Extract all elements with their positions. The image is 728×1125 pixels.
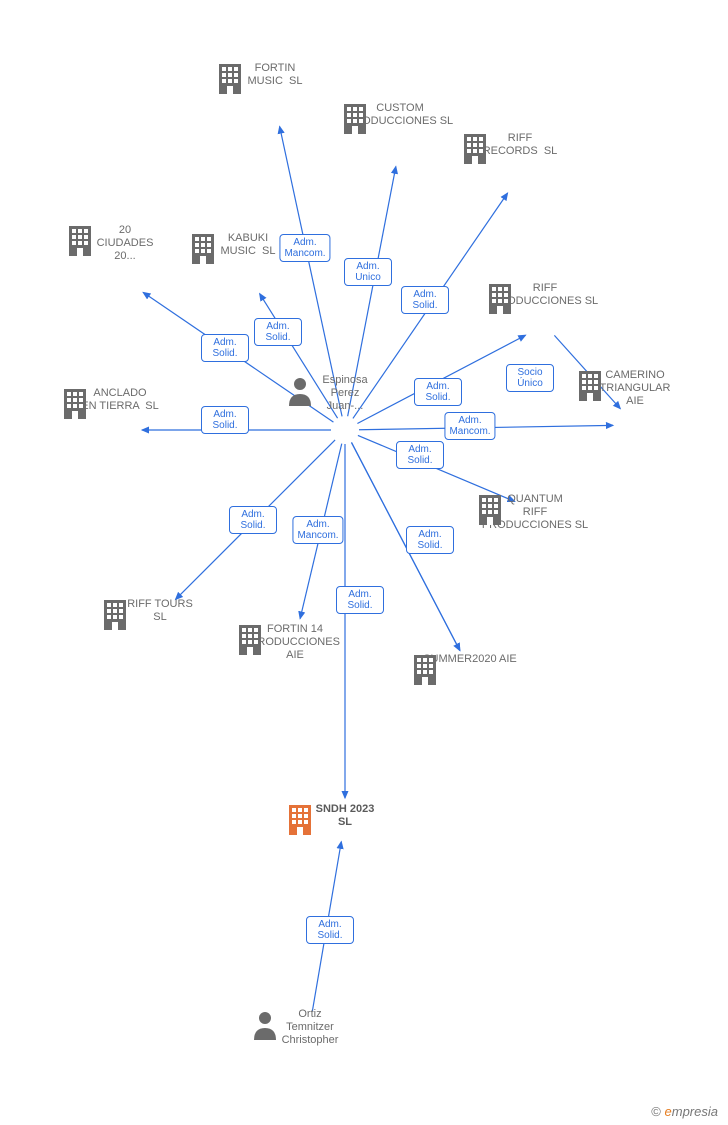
edge-label: Adm. Solid. [414, 378, 462, 406]
company-node-sndh[interactable]: SNDH 2023SL [285, 803, 405, 829]
diagram-canvas: EspinosaPerezJuan-... FORTINMUSIC SL CUS… [0, 0, 728, 1125]
person-node-ortiz[interactable]: OrtizTemnitzerChristopher [250, 1008, 370, 1048]
edge-label: Adm. Solid. [401, 286, 449, 314]
copyright-symbol: © [651, 1104, 661, 1119]
company-node-custom_prod[interactable]: CUSTOMPRODUCCIONES SL [340, 102, 460, 128]
edge-label: Adm. Solid. [406, 526, 454, 554]
company-node-camerino[interactable]: CAMERINOTRIANGULARAIE [575, 369, 695, 409]
watermark: © empresia [651, 1104, 718, 1119]
company-node-riff_tours[interactable]: RIFF TOURSSL [100, 598, 220, 624]
edge-label: Adm. Mancom. [279, 234, 330, 262]
person-node-espinosa[interactable]: EspinosaPerezJuan-... [285, 374, 405, 414]
brand-first-letter: e [665, 1104, 672, 1119]
company-node-20_ciudades[interactable]: 20CIUDADES20... [65, 224, 185, 264]
edge-label: Adm. Unico [344, 258, 392, 286]
edge-label: Adm. Mancom. [444, 412, 495, 440]
edge-label: Adm. Solid. [306, 916, 354, 944]
company-node-riff_prod[interactable]: RIFFPRODUCCIONES SL [485, 282, 605, 308]
edge-label: Adm. Solid. [336, 586, 384, 614]
company-node-summer2020[interactable]: SUMMER2020 AIE [410, 653, 530, 666]
company-node-quantum[interactable]: QUANTUMRIFFPRODUCCIONES SL [475, 493, 595, 533]
edge-label: Adm. Solid. [254, 318, 302, 346]
edge-label: Adm. Solid. [396, 441, 444, 469]
edge-label: Adm. Solid. [201, 334, 249, 362]
edge-label: Socio Único [506, 364, 554, 392]
company-node-fortin_music[interactable]: FORTINMUSIC SL [215, 62, 335, 88]
company-node-riff_records[interactable]: RIFFRECORDS SL [460, 132, 580, 158]
edge-label: Adm. Mancom. [292, 516, 343, 544]
company-node-fortin14[interactable]: FORTIN 14PRODUCCIONESAIE [235, 623, 355, 663]
company-node-anclado[interactable]: ANCLADOEN TIERRA SL [60, 387, 180, 413]
brand-rest: mpresia [672, 1104, 718, 1119]
edges-layer [0, 0, 728, 1125]
edge-line [280, 127, 342, 417]
edge-label: Adm. Solid. [229, 506, 277, 534]
edge-label: Adm. Solid. [201, 406, 249, 434]
